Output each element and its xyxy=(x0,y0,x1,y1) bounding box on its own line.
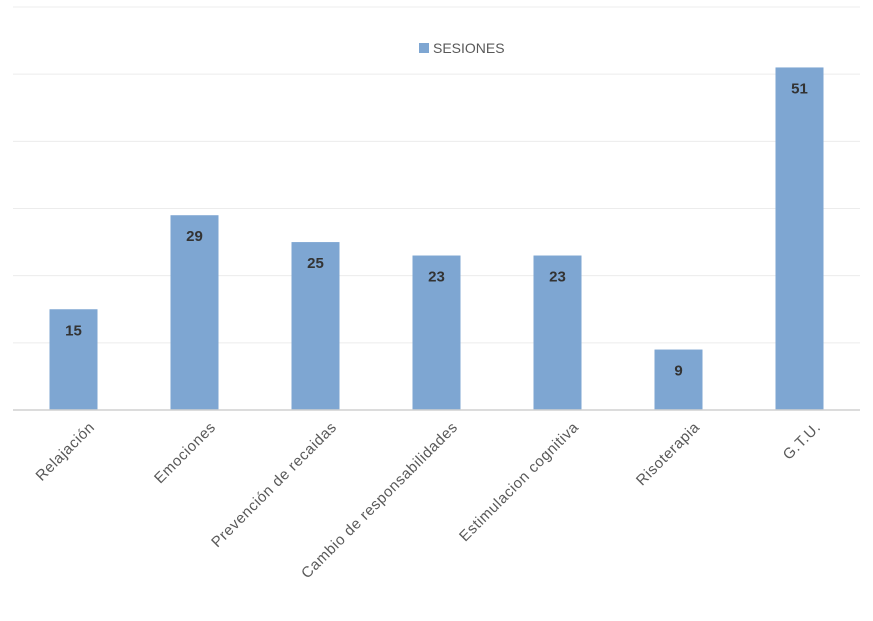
bar-value-label: 9 xyxy=(674,363,682,380)
category-tick-label: Emociones xyxy=(151,419,219,487)
bar-value-label: 15 xyxy=(65,322,82,339)
bar xyxy=(49,309,98,410)
legend-label-sesiones: SESIONES xyxy=(433,40,505,56)
bar xyxy=(291,242,340,410)
bars xyxy=(49,67,824,410)
data-labels: 15 29 25 23 23 9 51 xyxy=(65,80,808,379)
bar xyxy=(412,255,461,410)
category-tick-label: Relajación xyxy=(33,419,99,485)
category-tick-label: Risoterapia xyxy=(633,419,703,489)
legend: SESIONES xyxy=(419,40,505,56)
bar-value-label: 25 xyxy=(307,255,324,272)
bar-value-label: 23 xyxy=(428,269,445,286)
legend-swatch-sesiones xyxy=(419,43,429,53)
gridlines xyxy=(13,6,860,344)
bar xyxy=(775,67,824,410)
bar-value-label: 29 xyxy=(186,228,203,245)
category-tick-label: G.T.U. xyxy=(780,419,825,464)
category-tick-label: Prevención de recaidas xyxy=(208,419,340,551)
bar-value-label: 51 xyxy=(791,80,808,97)
bar xyxy=(170,215,219,410)
category-tick-label: Estimulacion cognitiva xyxy=(456,419,582,545)
bar xyxy=(533,255,582,410)
bar-value-label: 23 xyxy=(549,269,566,286)
bar xyxy=(654,349,703,410)
